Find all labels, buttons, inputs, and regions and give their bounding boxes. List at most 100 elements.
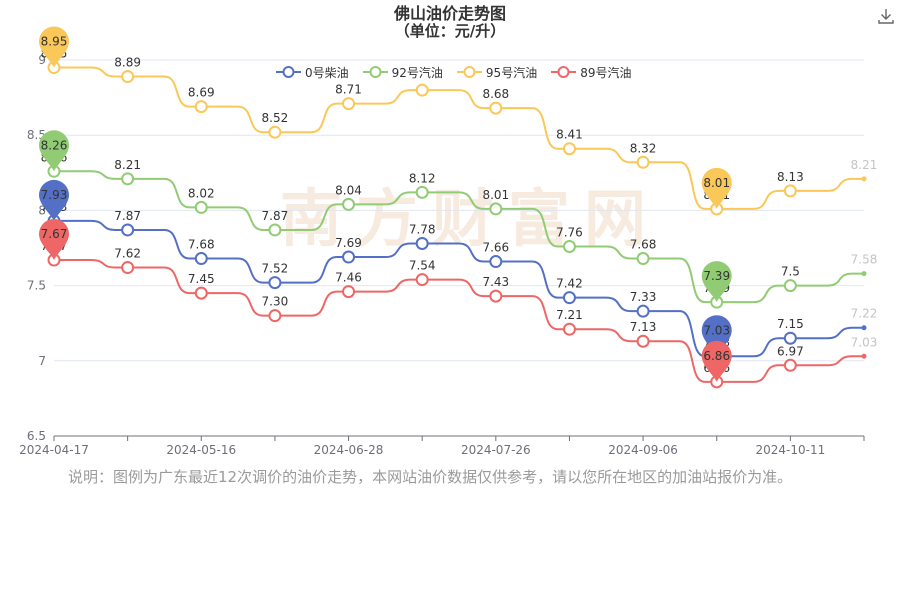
data-label: 7.68 <box>188 238 215 252</box>
y-tick-label: 8 <box>38 203 46 217</box>
marker-pin: 8.01 <box>701 167 732 209</box>
data-label: 7.22 <box>851 307 878 321</box>
series-3: 7.677.627.457.307.467.547.437.217.136.86… <box>41 239 878 389</box>
marker-pin-label: 7.93 <box>41 188 68 202</box>
data-point <box>861 353 867 359</box>
chart-title: 佛山油价走势图 <box>393 4 506 23</box>
data-point <box>342 97 356 111</box>
data-label: 7.62 <box>114 247 141 261</box>
marker-pin-shape <box>39 219 69 261</box>
x-tick-label: 2024-04-17 <box>19 443 89 457</box>
legend-item[interactable]: 89号汽油 <box>551 64 631 81</box>
data-point <box>636 252 650 266</box>
data-point <box>268 276 282 290</box>
series-line <box>54 66 864 210</box>
marker-pin-shape <box>701 315 732 357</box>
data-point <box>342 250 356 264</box>
data-point <box>562 291 576 305</box>
marker-pin-label: 7.67 <box>41 227 68 241</box>
data-label: 8.04 <box>335 183 362 197</box>
data-label: 7.42 <box>556 277 583 291</box>
data-point <box>268 309 282 323</box>
legend-item[interactable]: 95号汽油 <box>456 64 538 81</box>
chart-subtitle: （单位：元/升） <box>394 22 506 40</box>
x-tick-label: 2024-07-26 <box>461 443 531 457</box>
data-label: 6.97 <box>777 344 804 358</box>
legend-label: 92号汽油 <box>391 65 443 80</box>
data-point <box>268 223 282 237</box>
series-line <box>54 219 864 358</box>
data-label: 8.89 <box>114 56 141 70</box>
data-label: 7.03 <box>851 335 878 349</box>
legend-marker-icon <box>456 66 482 78</box>
data-point <box>489 289 503 303</box>
data-label: 8.41 <box>556 128 583 142</box>
data-point <box>489 255 503 269</box>
data-point <box>783 279 797 293</box>
x-tick-label: 2024-05-16 <box>166 443 236 457</box>
data-label: 7.76 <box>556 225 583 239</box>
x-tick-label: 2024-09-06 <box>608 443 678 457</box>
data-label: 7.43 <box>482 275 509 289</box>
data-label: 8.02 <box>188 186 215 200</box>
data-point <box>121 70 135 84</box>
marker-pin-shape <box>39 130 69 172</box>
data-label: 7.52 <box>262 262 289 276</box>
data-point <box>415 185 429 199</box>
data-label: 7.87 <box>262 209 289 223</box>
data-label: 8.68 <box>482 87 509 101</box>
data-label: 8.69 <box>188 86 215 100</box>
y-tick-label: 6.5 <box>27 429 46 443</box>
marker-pin: 7.39 <box>701 261 732 303</box>
data-point <box>194 252 208 266</box>
data-point <box>342 285 356 299</box>
legend-item[interactable]: 0号柴油 <box>276 64 349 81</box>
data-label: 7.46 <box>335 271 362 285</box>
data-label: 7.33 <box>630 290 657 304</box>
data-point <box>636 155 650 169</box>
data-point <box>268 125 282 139</box>
legend-item[interactable]: 92号汽油 <box>362 64 443 81</box>
marker-pin-label: 8.01 <box>703 176 730 190</box>
marker-pin-shape <box>39 26 69 68</box>
data-label: 7.45 <box>188 272 215 286</box>
data-point <box>121 261 135 275</box>
data-point <box>194 100 208 114</box>
data-label: 8.01 <box>482 188 509 202</box>
download-icon[interactable] <box>876 6 896 26</box>
data-label: 7.66 <box>482 241 509 255</box>
marker-pin-label: 8.95 <box>41 35 68 49</box>
data-point <box>783 358 797 372</box>
marker-pin: 8.95 <box>39 26 69 68</box>
footnote: 说明：图例为广东最近12次调价的油价走势，本网站油价数据仅供参考，请以您所在地区… <box>68 468 793 486</box>
legend-label: 89号汽油 <box>580 65 632 80</box>
legend-marker-icon <box>362 66 388 78</box>
legend-label: 0号柴油 <box>305 65 349 80</box>
marker-pin: 7.67 <box>39 219 69 261</box>
data-point <box>489 101 503 115</box>
marker-pin-label: 7.39 <box>703 269 730 283</box>
legend-marker-icon <box>276 66 301 78</box>
data-label: 7.30 <box>262 295 289 309</box>
data-label: 7.58 <box>851 253 878 267</box>
legend-label: 95号汽油 <box>485 65 538 80</box>
legend: 0号柴油 92号汽油 95号汽油 89号汽油 <box>276 63 631 81</box>
data-label: 8.21 <box>851 158 878 172</box>
marker-pin-label: 8.26 <box>41 138 68 152</box>
series-line <box>54 170 864 304</box>
series-line <box>54 259 864 383</box>
data-point <box>121 172 135 186</box>
data-label: 7.15 <box>777 317 804 331</box>
data-label: 7.69 <box>335 236 362 250</box>
data-label: 8.71 <box>335 83 362 97</box>
data-label: 8.21 <box>114 158 141 172</box>
data-point <box>636 304 650 318</box>
data-label: 7.68 <box>630 238 657 252</box>
data-point <box>861 325 867 331</box>
x-tick-label: 2024-06-28 <box>314 443 384 457</box>
marker-pin-shape <box>701 167 732 209</box>
y-tick-label: 9 <box>38 53 46 67</box>
data-point <box>562 239 576 253</box>
marker-pin-label: 6.86 <box>703 349 730 363</box>
